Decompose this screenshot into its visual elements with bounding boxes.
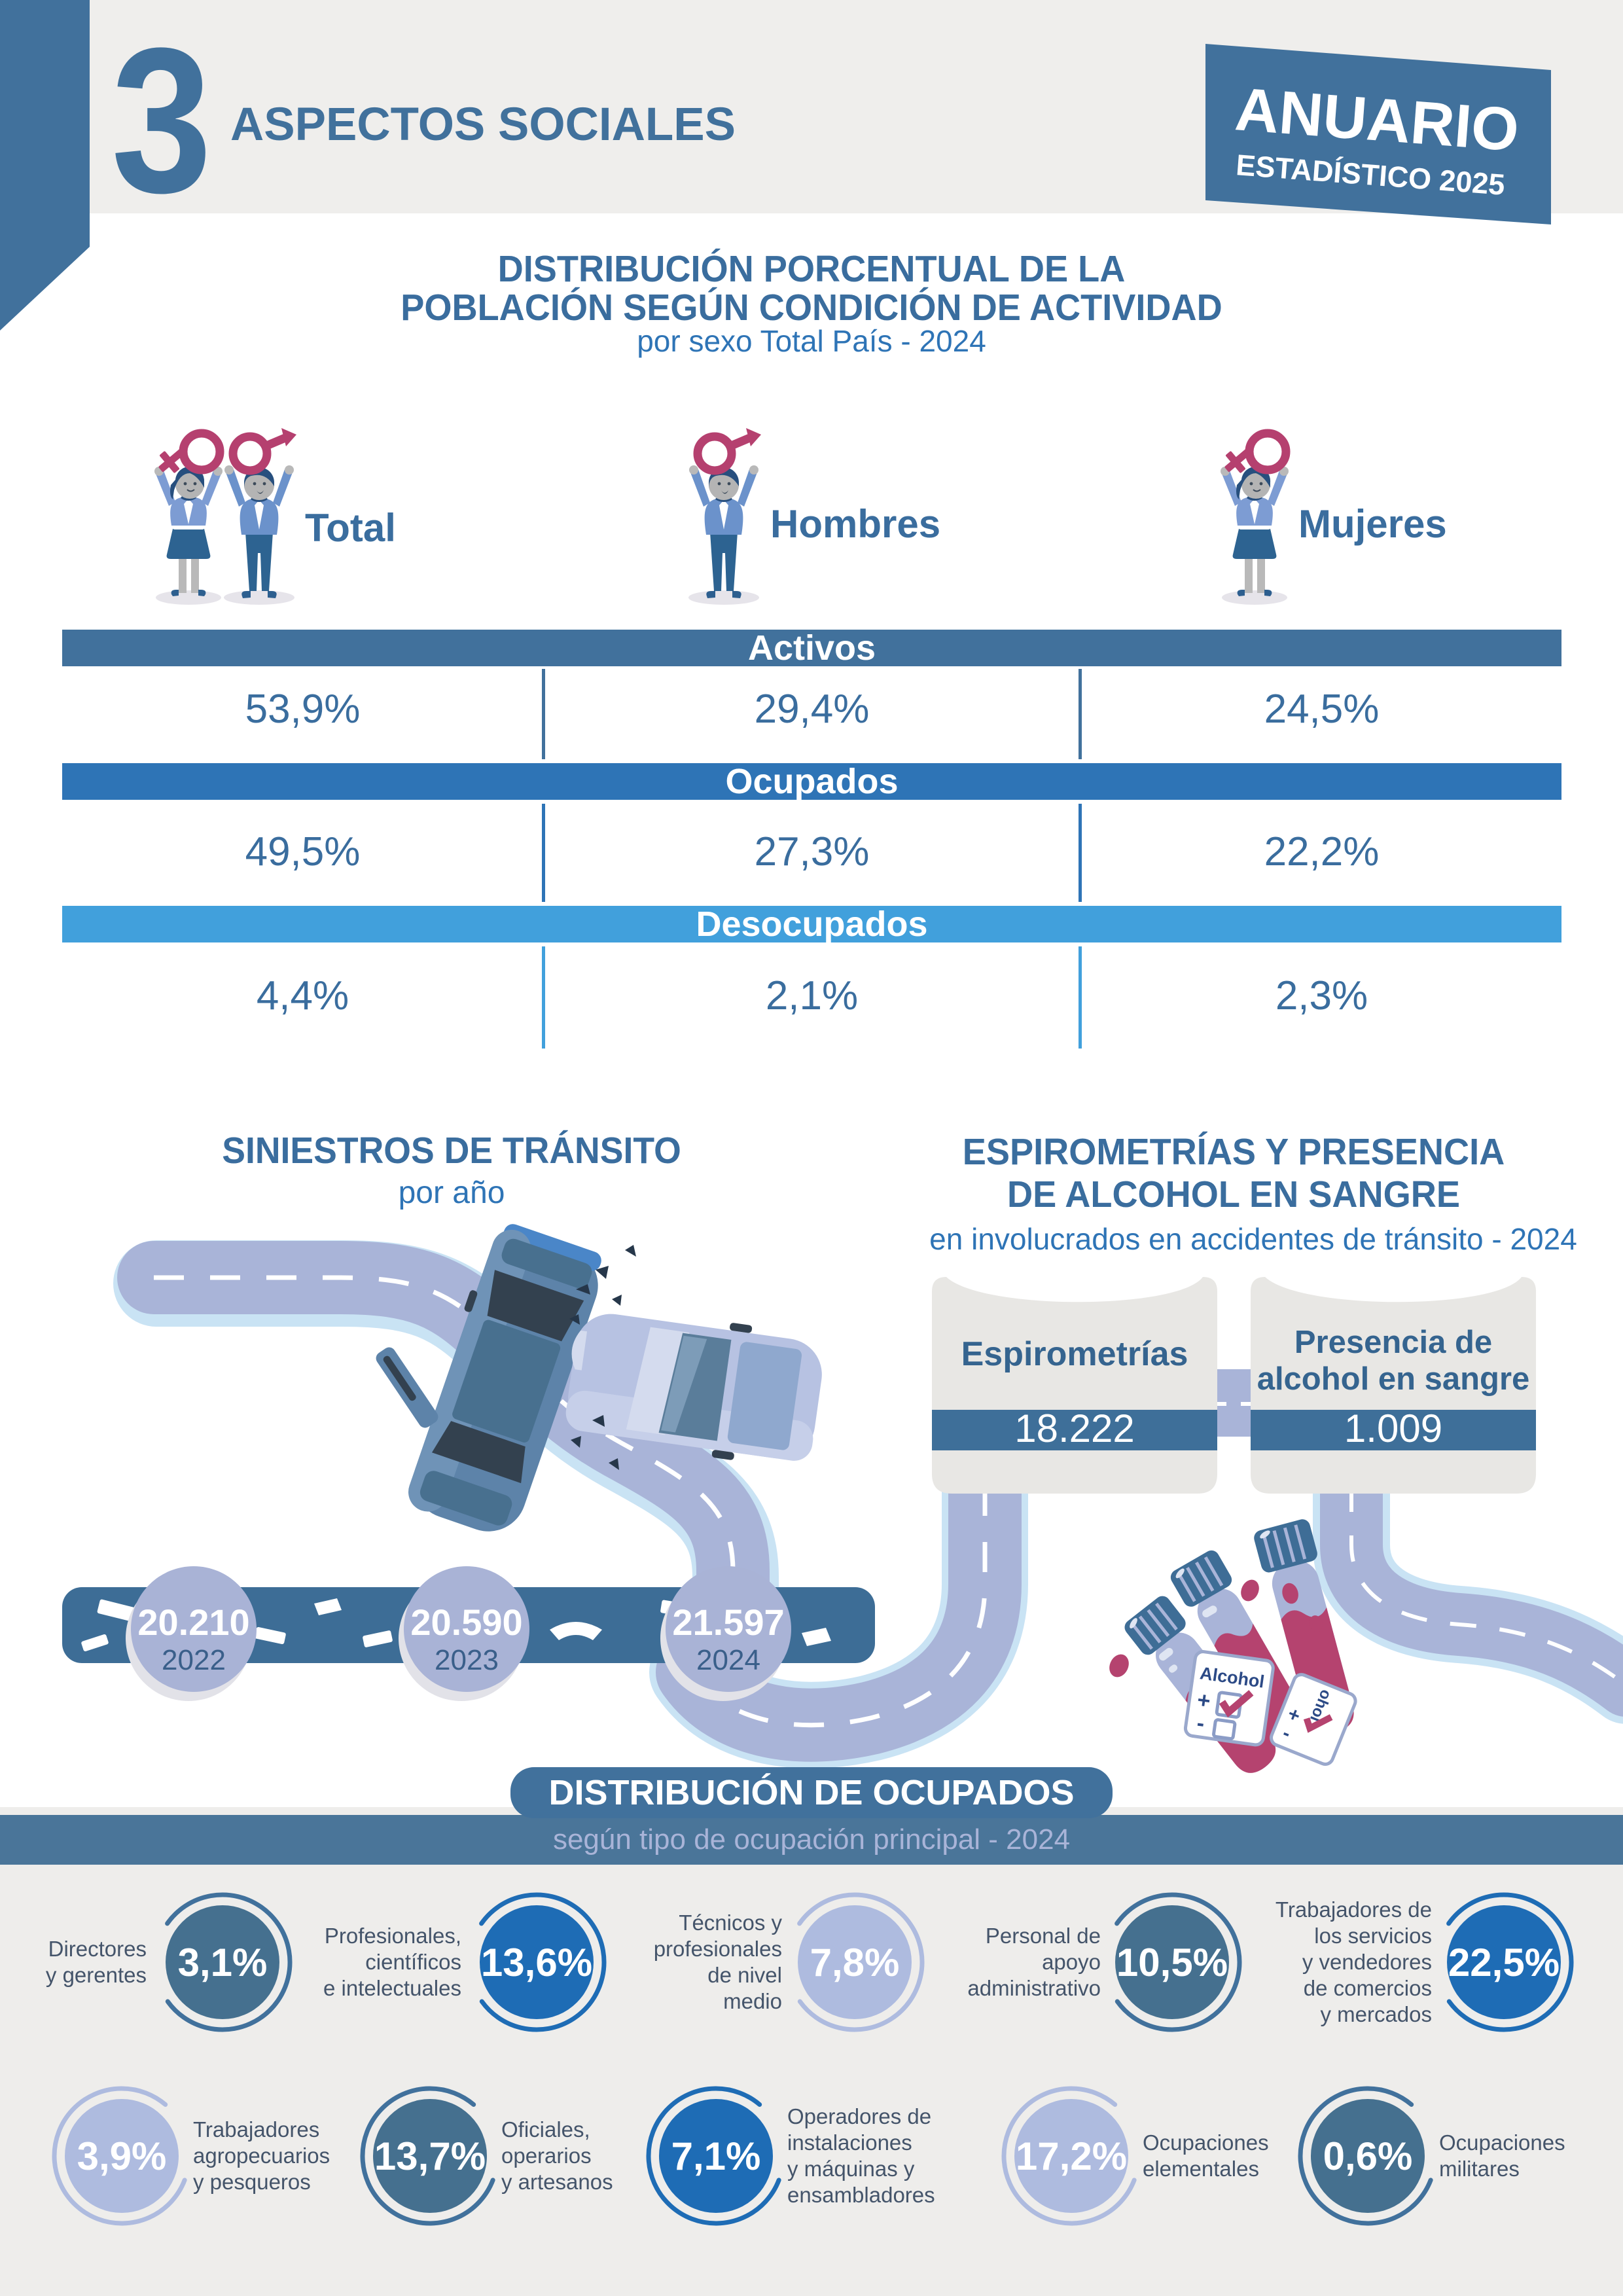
svg-text:13,6%: 13,6%	[481, 1941, 592, 1984]
svg-text:13,7%: 13,7%	[374, 2134, 486, 2178]
svg-text:Espirometrías: Espirometrías	[961, 1335, 1188, 1373]
svg-text:2022: 2022	[162, 1644, 226, 1676]
svg-text:1.009: 1.009	[1344, 1407, 1442, 1450]
svg-text:10,5%: 10,5%	[1116, 1941, 1228, 1984]
svg-text:7,8%: 7,8%	[810, 1941, 900, 1984]
svg-text:3,9%: 3,9%	[77, 2134, 167, 2178]
svg-text:22,5%: 22,5%	[1448, 1941, 1560, 1984]
svg-text:alcohol en sangre: alcohol en sangre	[1257, 1361, 1530, 1397]
svg-text:20.590: 20.590	[410, 1602, 522, 1643]
svg-text:3,1%: 3,1%	[178, 1941, 268, 1984]
svg-text:7,1%: 7,1%	[671, 2134, 761, 2178]
svg-text:20.210: 20.210	[137, 1602, 249, 1643]
svg-text:18.222: 18.222	[1014, 1407, 1135, 1450]
svg-text:Presencia de: Presencia de	[1294, 1325, 1492, 1360]
svg-text:2024: 2024	[696, 1644, 760, 1676]
svg-text:-: -	[1195, 1710, 1206, 1736]
svg-text:17,2%: 17,2%	[1016, 2134, 1127, 2178]
svg-text:2023: 2023	[435, 1644, 499, 1676]
svg-text:0,6%: 0,6%	[1323, 2134, 1413, 2178]
svg-text:21.597: 21.597	[672, 1602, 784, 1643]
